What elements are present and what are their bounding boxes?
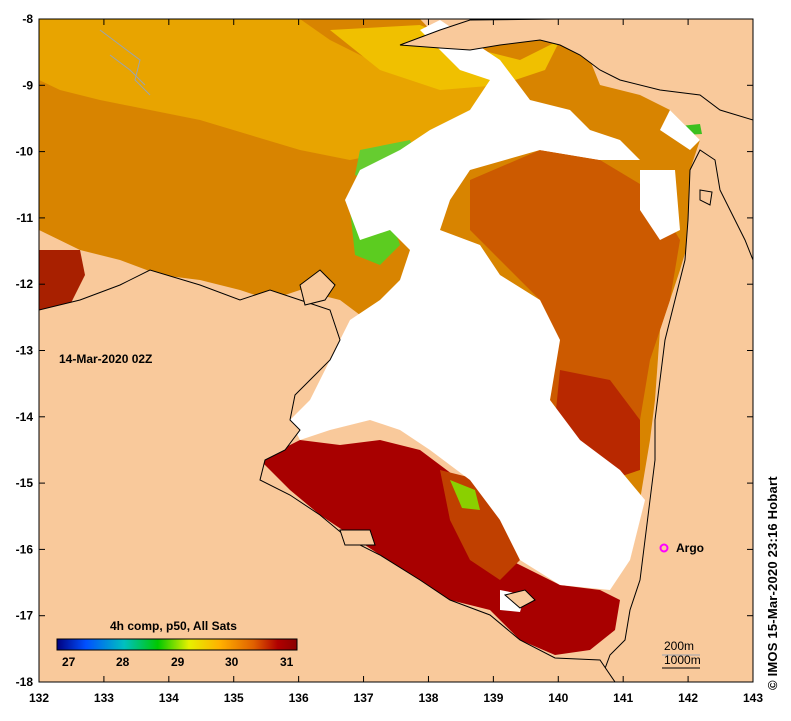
no-data-region-3 bbox=[660, 110, 700, 150]
credit-label: © IMOS 15-Mar-2020 23:16 Hobart bbox=[765, 476, 780, 690]
land-island-3 bbox=[503, 589, 536, 609]
x-tick-label: 139 bbox=[483, 691, 503, 705]
y-tick-label: -10 bbox=[16, 145, 34, 159]
y-tick-label: -11 bbox=[16, 211, 33, 225]
y-tick-label: -9 bbox=[22, 78, 33, 92]
colorbar bbox=[56, 638, 298, 651]
argo-label: Argo bbox=[676, 541, 704, 555]
colorbar-tick-31: 31 bbox=[280, 655, 294, 669]
argo-marker-icon[interactable] bbox=[659, 543, 669, 553]
timestamp-label: 14-Mar-2020 02Z bbox=[59, 352, 152, 366]
no-data-region-4 bbox=[640, 170, 680, 240]
sst-region-east-dark bbox=[555, 370, 640, 480]
x-tick-label: 133 bbox=[94, 691, 114, 705]
x-tick-label: 137 bbox=[354, 691, 374, 705]
y-tick-label: -8 bbox=[22, 12, 33, 26]
land-south bbox=[39, 269, 616, 682]
contour-label-1000m: 1000m bbox=[664, 653, 701, 667]
x-tick-label: 132 bbox=[29, 691, 49, 705]
y-tick-label: -12 bbox=[16, 277, 34, 291]
x-tick-label: 141 bbox=[613, 691, 633, 705]
colorbar-tick-28: 28 bbox=[116, 655, 130, 669]
contour-label-200m: 200m bbox=[664, 639, 694, 653]
y-tick-label: -15 bbox=[16, 476, 34, 490]
y-tick-label: -16 bbox=[16, 542, 34, 556]
map-plot-area: Argo 14-Mar-2020 02Z 200m 1000m 4h comp,… bbox=[39, 19, 753, 682]
sst-region-south-green bbox=[450, 480, 480, 510]
x-tick-label: 138 bbox=[418, 691, 438, 705]
x-tick-label: 134 bbox=[159, 691, 179, 705]
colorbar-tick-30: 30 bbox=[225, 655, 239, 669]
y-tick-label: -18 bbox=[16, 675, 34, 689]
x-tick-label: 140 bbox=[548, 691, 568, 705]
x-tick-label: 142 bbox=[678, 691, 698, 705]
sst-region-north-yellow bbox=[39, 19, 520, 160]
colorbar-tick-27: 27 bbox=[62, 655, 76, 669]
no-data-region bbox=[290, 20, 645, 590]
bathymetry-contour bbox=[99, 29, 151, 96]
x-tick-label: 135 bbox=[224, 691, 244, 705]
y-tick-label: -14 bbox=[16, 410, 34, 424]
x-tick-label: 143 bbox=[743, 691, 763, 705]
x-tick-label: 136 bbox=[289, 691, 309, 705]
bathymetry-contour-2 bbox=[109, 54, 146, 86]
sst-region-east bbox=[470, 150, 680, 470]
y-axis: -8 -9 -10 -11 -12 -13 -14 -15 -16 -17 -18 bbox=[16, 12, 753, 689]
y-tick-label: -13 bbox=[16, 344, 34, 358]
land-cape-york bbox=[599, 149, 753, 682]
land-island-1 bbox=[299, 269, 336, 306]
land-island-2 bbox=[339, 529, 376, 546]
x-axis: 132 133 134 135 136 137 138 139 140 141 142 143 bbox=[29, 19, 763, 705]
no-data-region-2 bbox=[500, 120, 610, 160]
y-tick-label: -17 bbox=[16, 609, 34, 623]
colorbar-tick-29: 29 bbox=[171, 655, 185, 669]
land-island-4 bbox=[699, 189, 713, 206]
colorbar-title: 4h comp, p50, All Sats bbox=[110, 619, 237, 633]
sst-region-west-warm bbox=[39, 250, 85, 310]
